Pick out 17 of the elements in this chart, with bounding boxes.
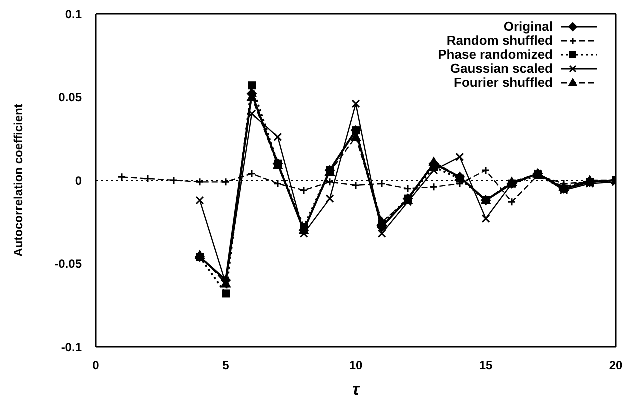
x-tick-label: 0	[92, 358, 100, 373]
legend-label: Fourier shuffled	[454, 75, 553, 90]
x-tick-label: 10	[349, 358, 363, 373]
y-tick-label: 0.1	[65, 7, 82, 22]
y-tick-label: -0.1	[61, 340, 82, 354]
y-tick-label: 0	[75, 174, 82, 188]
legend-label: Phase randomized	[438, 47, 553, 62]
x-tick-label: 5	[222, 358, 230, 373]
legend-label: Random shuffled	[446, 33, 553, 48]
legend-label: Original	[504, 19, 553, 34]
x-axis-title: τ	[352, 380, 361, 399]
x-tick-label: 20	[609, 358, 623, 373]
legend-label: Gaussian scaled	[450, 61, 553, 76]
y-tick-label: -0.05	[54, 257, 82, 272]
x-tick-label: 15	[479, 358, 493, 373]
y-tick-label: 0.05	[58, 90, 82, 105]
y-axis-title: Autocorrelation coefficient	[11, 104, 26, 257]
